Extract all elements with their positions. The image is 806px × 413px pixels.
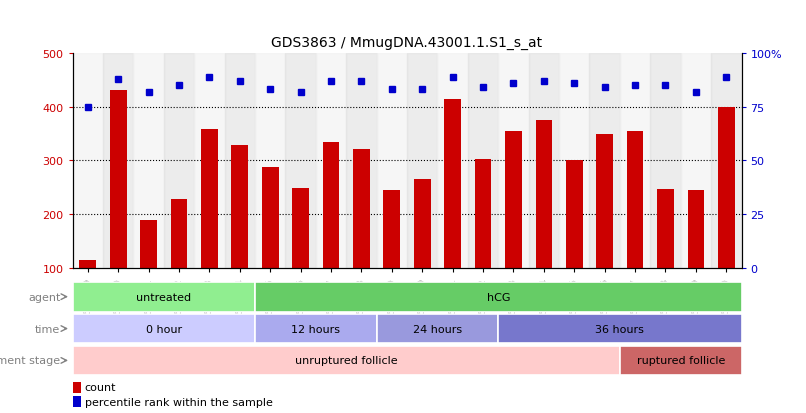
Bar: [231, 146, 248, 268]
Bar: [322, 142, 339, 268]
Bar: [407, 54, 438, 268]
Bar: [444, 100, 461, 268]
Bar: [347, 54, 376, 268]
Bar: [566, 161, 583, 268]
Bar: [133, 54, 164, 268]
Bar: [225, 54, 255, 268]
Bar: [194, 54, 225, 268]
Bar: [475, 160, 492, 268]
Bar: [438, 54, 467, 268]
Text: untreated: untreated: [136, 292, 191, 302]
Bar: [529, 54, 559, 268]
Bar: [285, 54, 316, 268]
Bar: [73, 54, 103, 268]
Text: count: count: [85, 382, 116, 392]
Text: 24 hours: 24 hours: [413, 324, 462, 334]
Text: development stage: development stage: [0, 356, 60, 366]
Bar: [171, 200, 187, 268]
Bar: [535, 121, 552, 268]
Bar: [711, 54, 742, 268]
Bar: [559, 54, 589, 268]
Bar: [627, 131, 643, 268]
Bar: [73, 396, 81, 407]
Text: hCG: hCG: [487, 292, 510, 302]
Bar: [255, 54, 285, 268]
Bar: [413, 180, 430, 268]
Bar: [140, 220, 157, 268]
Bar: [620, 54, 650, 268]
Bar: [467, 54, 498, 268]
Bar: [201, 130, 218, 268]
Bar: [650, 54, 681, 268]
Bar: [110, 91, 127, 268]
Text: ruptured follicle: ruptured follicle: [637, 356, 725, 366]
Bar: [376, 54, 407, 268]
Text: percentile rank within the sample: percentile rank within the sample: [85, 397, 272, 407]
Text: 0 hour: 0 hour: [146, 324, 182, 334]
Bar: [79, 261, 96, 268]
Bar: [262, 168, 279, 268]
Title: GDS3863 / MmugDNA.43001.1.S1_s_at: GDS3863 / MmugDNA.43001.1.S1_s_at: [272, 36, 542, 50]
Bar: [718, 107, 735, 268]
Bar: [681, 54, 711, 268]
Bar: [164, 54, 194, 268]
Text: 12 hours: 12 hours: [291, 324, 340, 334]
Text: 36 hours: 36 hours: [596, 324, 644, 334]
Bar: [103, 54, 133, 268]
Bar: [589, 54, 620, 268]
Text: unruptured follicle: unruptured follicle: [295, 356, 397, 366]
Bar: [353, 149, 370, 268]
Text: time: time: [35, 324, 60, 334]
Bar: [596, 134, 613, 268]
Bar: [316, 54, 347, 268]
Bar: [293, 189, 309, 268]
Bar: [688, 191, 704, 268]
Bar: [498, 54, 529, 268]
Bar: [73, 382, 81, 393]
Bar: [657, 190, 674, 268]
Text: agent: agent: [28, 292, 60, 302]
Bar: [505, 131, 521, 268]
Bar: [384, 191, 401, 268]
